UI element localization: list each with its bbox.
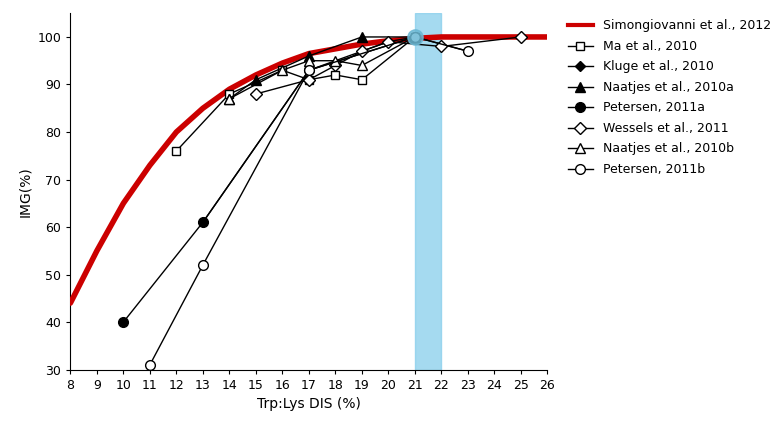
Y-axis label: IMG(%): IMG(%) xyxy=(18,166,32,217)
X-axis label: Trp:Lys DIS (%): Trp:Lys DIS (%) xyxy=(257,397,361,411)
Legend: Simongiovanni et al., 2012, Ma et al., 2010, Kluge et al., 2010, Naatjes et al.,: Simongiovanni et al., 2012, Ma et al., 2… xyxy=(568,19,771,176)
Bar xyxy=(415,13,441,370)
